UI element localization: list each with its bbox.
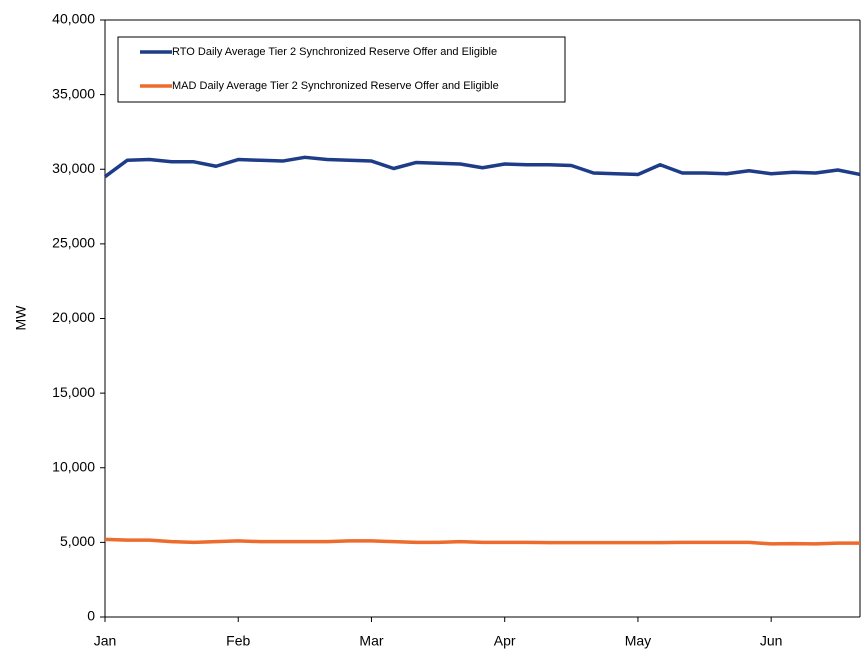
y-tick-label: 35,000 <box>52 85 95 101</box>
y-tick-label: 5,000 <box>60 533 95 549</box>
x-tick-label: Jun <box>760 633 783 649</box>
y-tick-label: 0 <box>87 608 95 624</box>
x-tick-label: Apr <box>494 633 516 649</box>
x-tick-label: Feb <box>226 633 250 649</box>
y-tick-label: 15,000 <box>52 384 95 400</box>
legend-label: RTO Daily Average Tier 2 Synchronized Re… <box>172 46 497 58</box>
x-tick-label: Mar <box>359 633 383 649</box>
y-tick-label: 20,000 <box>52 309 95 325</box>
series-line <box>104 537 860 546</box>
legend-label: MAD Daily Average Tier 2 Synchronized Re… <box>172 80 499 92</box>
y-tick-label: 25,000 <box>52 235 95 251</box>
y-tick-label: 30,000 <box>52 160 95 176</box>
series-line <box>103 155 861 179</box>
legend: RTO Daily Average Tier 2 Synchronized Re… <box>117 36 566 103</box>
legend-box <box>117 36 566 103</box>
x-tick-label: May <box>625 633 651 649</box>
y-tick-label: 40,000 <box>52 11 95 27</box>
y-axis-label: MW <box>13 305 29 331</box>
x-tick-label: Jan <box>94 633 117 649</box>
y-tick-label: 10,000 <box>52 458 95 474</box>
